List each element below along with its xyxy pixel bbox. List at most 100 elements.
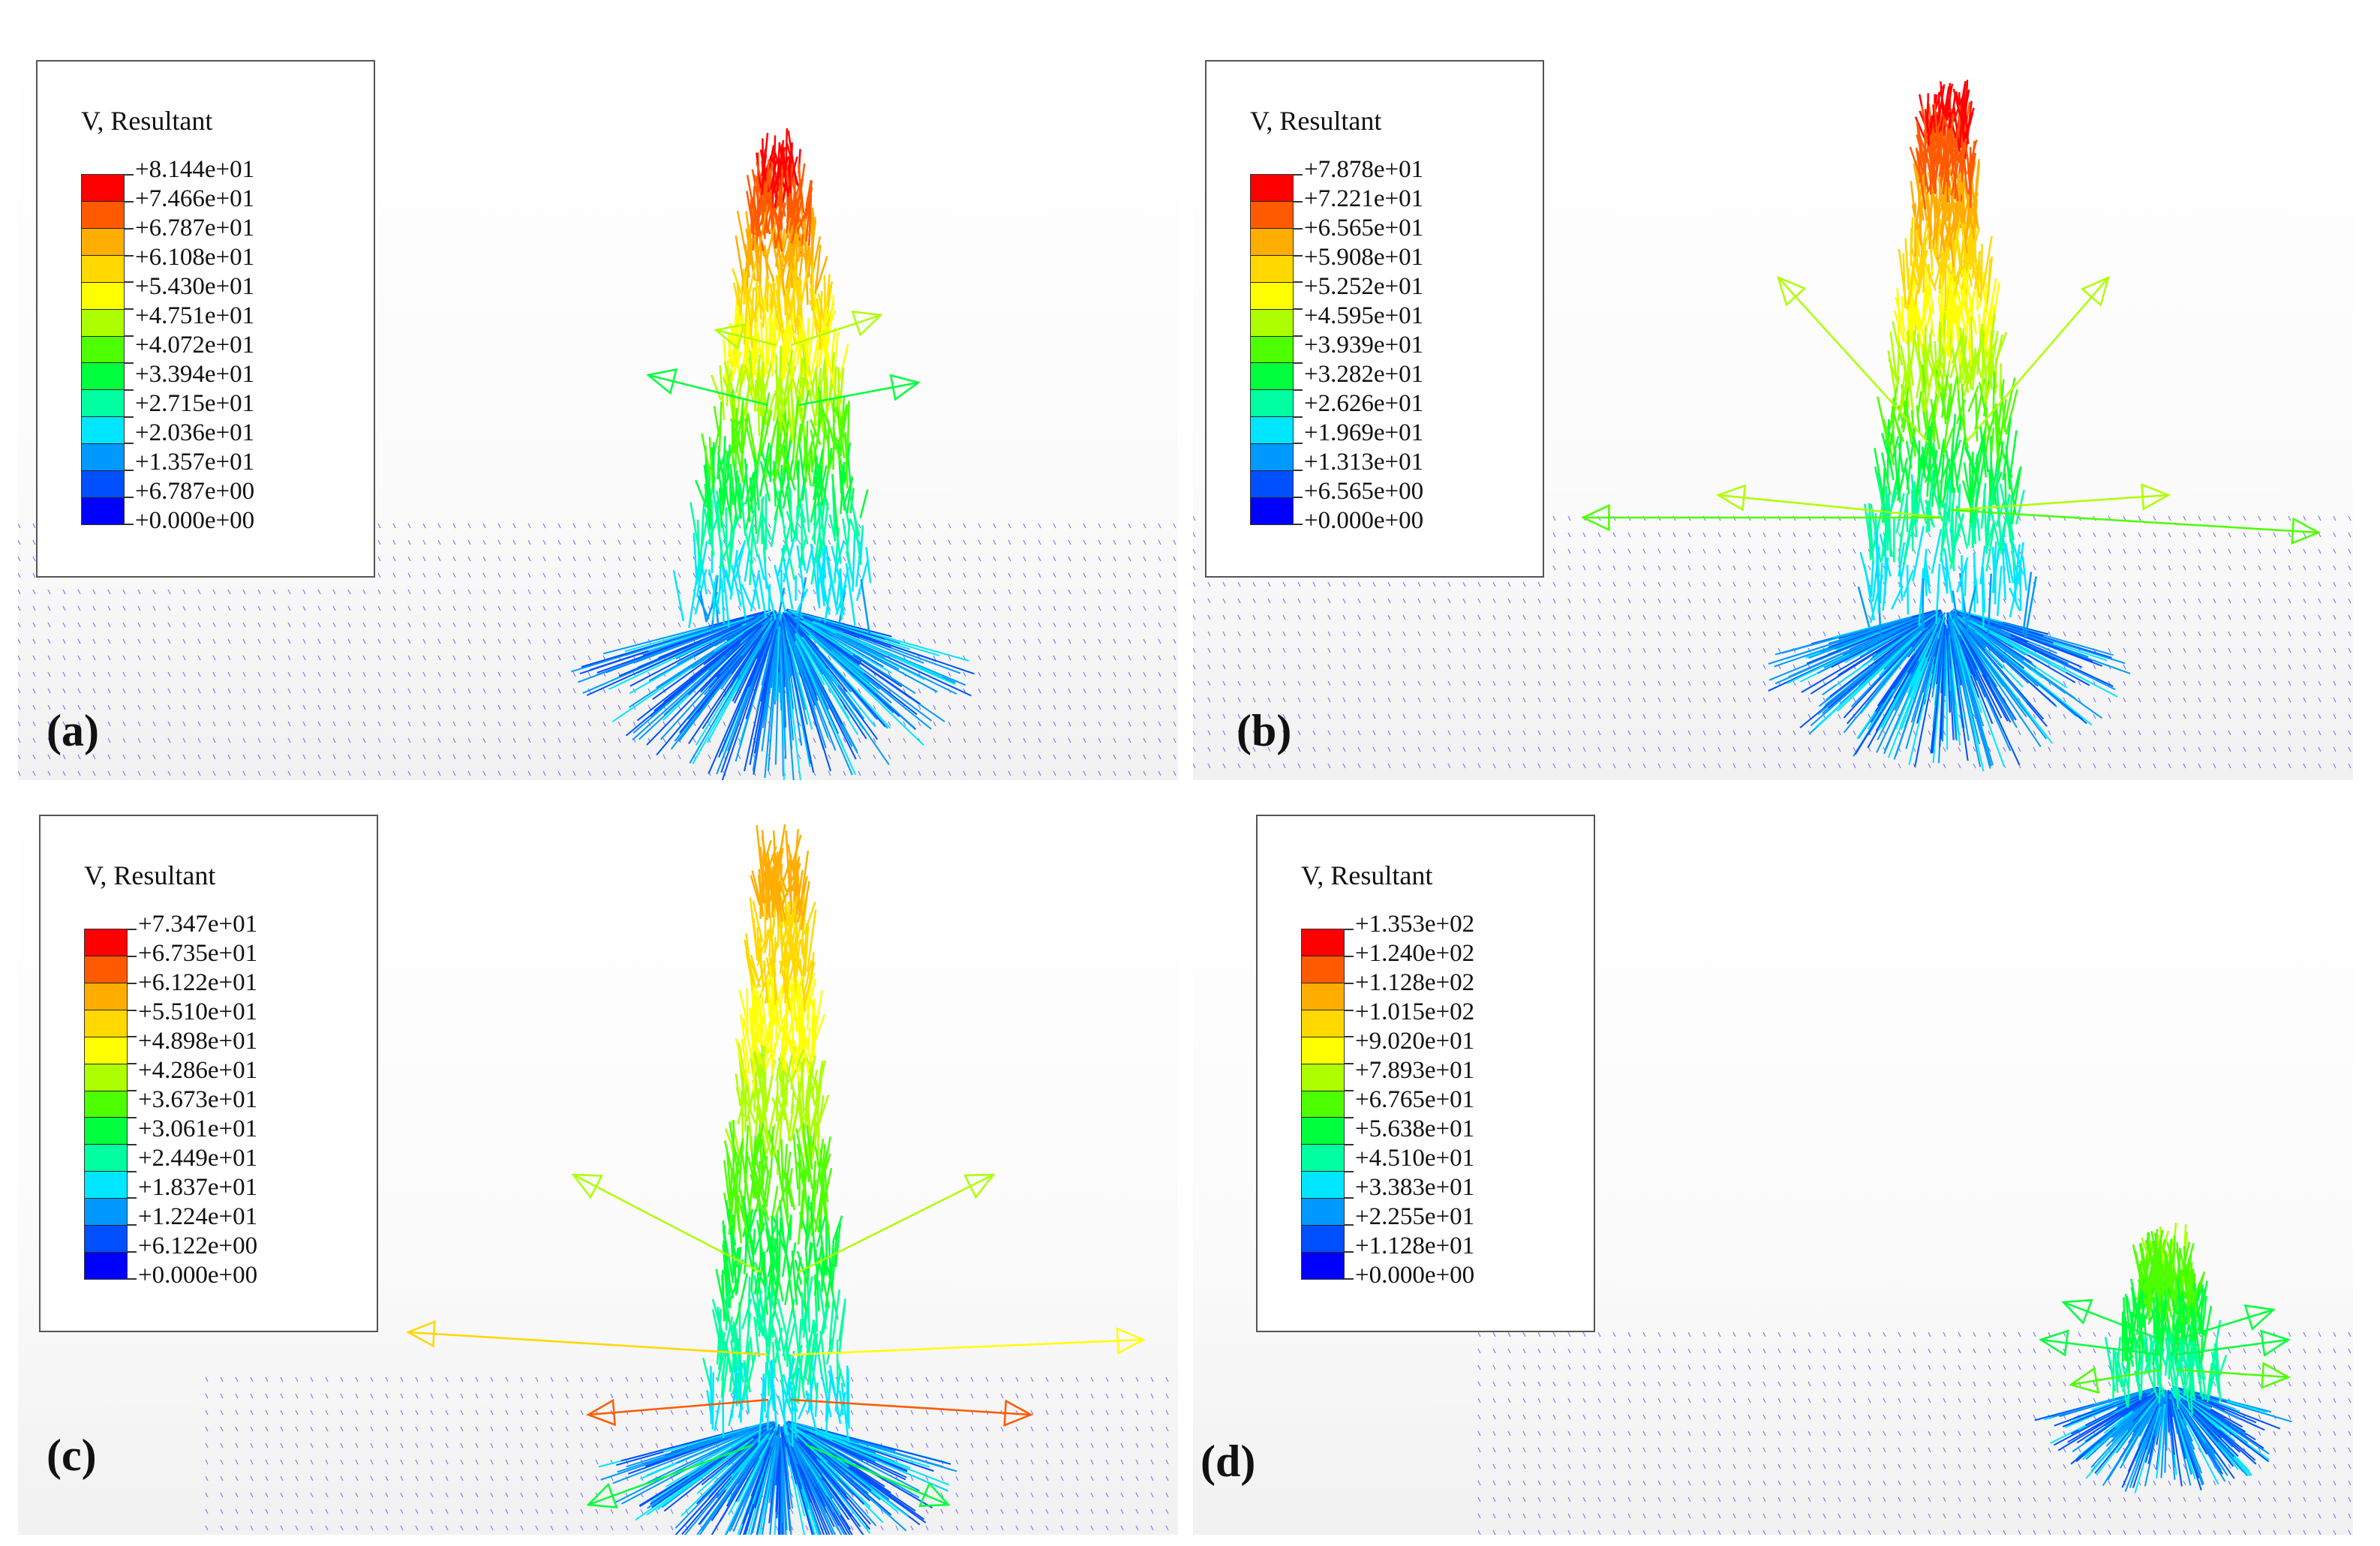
velocity-vector xyxy=(1883,419,1895,466)
velocity-vector xyxy=(918,622,921,628)
velocity-vector xyxy=(542,704,546,710)
velocity-vector xyxy=(1068,539,1071,545)
velocity-vector xyxy=(2333,680,2336,686)
velocity-vector xyxy=(77,622,81,628)
velocity-vector xyxy=(1128,655,1131,661)
velocity-vector xyxy=(1793,746,1796,752)
velocity-vector xyxy=(678,605,681,611)
velocity-vector xyxy=(1896,341,1901,389)
velocity-vector xyxy=(648,688,651,694)
velocity-vector xyxy=(2348,614,2351,620)
velocity-vector xyxy=(2078,598,2081,604)
velocity-vector xyxy=(648,605,651,611)
velocity-vector xyxy=(1921,578,1925,632)
velocity-vector xyxy=(1702,548,1706,554)
velocity-vector xyxy=(587,638,591,644)
velocity-vector xyxy=(633,617,752,664)
velocity-vector xyxy=(1402,746,1406,752)
velocity-vector xyxy=(2243,763,2246,769)
velocity-vector xyxy=(422,671,426,677)
velocity-vector xyxy=(1312,763,1316,769)
velocity-vector xyxy=(2168,565,2171,571)
velocity-vector xyxy=(802,612,892,638)
velocity-vector xyxy=(527,523,531,529)
velocity-vector xyxy=(2033,532,2036,538)
velocity-vector xyxy=(1941,634,1946,742)
velocity-vector xyxy=(242,638,246,644)
velocity-vector xyxy=(1447,763,1451,769)
velocity-vector xyxy=(227,605,231,611)
velocity-vector xyxy=(963,556,966,562)
velocity-vector xyxy=(1098,638,1101,644)
velocity-vector xyxy=(723,721,726,727)
velocity-vector xyxy=(633,638,636,644)
velocity-vector xyxy=(1967,196,1979,224)
velocity-vector xyxy=(1143,589,1146,595)
velocity-vector xyxy=(633,721,636,727)
velocity-vector xyxy=(2018,730,2021,736)
velocity-vector xyxy=(2138,680,2141,686)
legend-a: V, Resultant +8.144e+01 +7.466e+01 +6.78… xyxy=(36,60,375,578)
velocity-vector xyxy=(963,770,966,776)
velocity-vector xyxy=(62,655,66,661)
velocity-vector xyxy=(1898,542,1906,577)
velocity-vector xyxy=(1900,632,1938,731)
velocity-vector xyxy=(107,688,111,694)
velocity-vector xyxy=(1477,730,1481,736)
velocity-vector xyxy=(888,770,891,776)
velocity-vector xyxy=(1053,622,1056,628)
velocity-vector xyxy=(1158,539,1161,545)
velocity-vector xyxy=(557,671,561,677)
velocity-vector xyxy=(572,671,576,677)
velocity-vector xyxy=(625,632,750,737)
velocity-vector xyxy=(787,130,798,185)
colorbar-tick xyxy=(125,281,134,284)
velocity-vector xyxy=(257,704,261,710)
velocity-vector xyxy=(812,414,823,467)
velocity-vector xyxy=(729,483,732,517)
velocity-vector xyxy=(1597,614,1601,620)
velocity-vector xyxy=(2348,746,2351,752)
velocity-vector xyxy=(370,1393,374,1399)
velocity-vector xyxy=(795,632,859,736)
velocity-vector xyxy=(152,622,156,628)
colorbar-swatch xyxy=(82,471,124,499)
velocity-vector xyxy=(1612,730,1616,736)
velocity-vector xyxy=(801,503,804,566)
velocity-vector xyxy=(1222,730,1226,736)
velocity-vector xyxy=(317,655,321,661)
velocity-vector xyxy=(888,556,891,562)
velocity-vector xyxy=(678,770,681,776)
velocity-vector xyxy=(2123,713,2126,719)
velocity-vector xyxy=(1982,567,1986,613)
velocity-vector xyxy=(1173,688,1176,694)
velocity-vector xyxy=(542,721,546,727)
velocity-vector xyxy=(895,1376,899,1382)
velocity-vector xyxy=(1612,664,1616,670)
velocity-vector xyxy=(415,1376,419,1382)
velocity-vector xyxy=(2093,713,2096,719)
velocity-vector xyxy=(837,440,843,494)
velocity-vector xyxy=(2228,581,2231,587)
velocity-vector xyxy=(794,635,853,747)
velocity-vector xyxy=(670,1376,674,1382)
velocity-vector xyxy=(603,688,606,694)
velocity-vector xyxy=(1327,746,1331,752)
velocity-vector xyxy=(1919,361,1925,412)
velocity-vector xyxy=(1820,615,1922,653)
velocity-vector xyxy=(1113,556,1116,562)
velocity-vector xyxy=(933,572,936,578)
velocity-vector xyxy=(664,615,758,650)
velocity-vector xyxy=(1943,548,1954,603)
velocity-vector xyxy=(287,605,291,611)
velocity-vector xyxy=(1747,532,1751,538)
velocity-vector xyxy=(2333,631,2336,637)
velocity-vector xyxy=(783,617,801,658)
velocity-vector xyxy=(1165,1393,1169,1399)
velocity-vector xyxy=(572,638,576,644)
velocity-vector xyxy=(625,1393,629,1399)
velocity-vector xyxy=(1732,730,1736,736)
velocity-vector xyxy=(1252,746,1256,752)
velocity-vector xyxy=(512,638,516,644)
velocity-vector xyxy=(796,545,806,597)
